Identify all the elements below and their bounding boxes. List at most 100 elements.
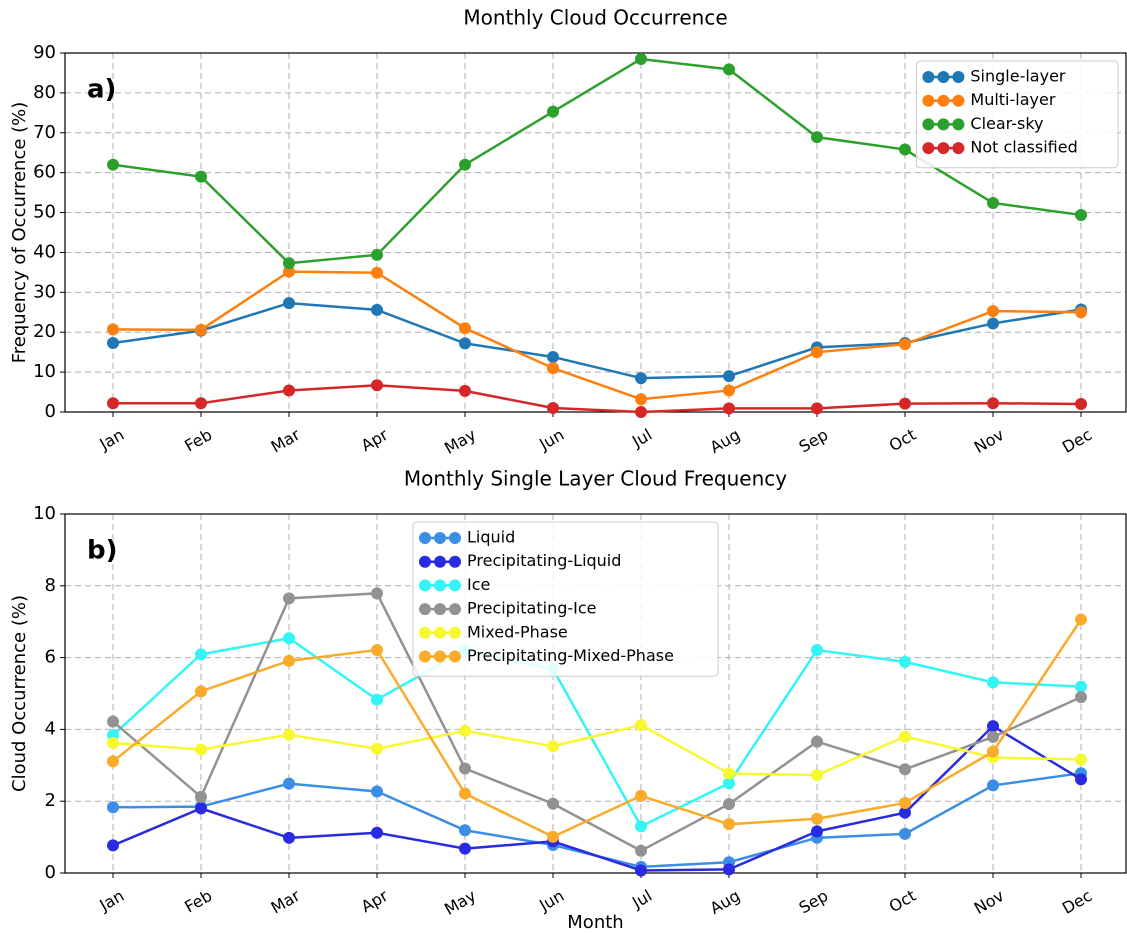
series-line bbox=[112, 592, 1082, 853]
x-tick-label: May bbox=[441, 886, 479, 919]
data-point bbox=[899, 655, 911, 668]
y-tick-label: 90 bbox=[33, 42, 56, 63]
legend-marker bbox=[419, 603, 431, 616]
series-line bbox=[112, 618, 1083, 839]
legend-label: Clear-sky bbox=[970, 114, 1043, 133]
y-tick-label: 4 bbox=[45, 718, 56, 739]
data-point bbox=[107, 839, 119, 852]
legend-label: Precipitating-Mixed-Phase bbox=[467, 646, 674, 665]
data-point bbox=[371, 693, 383, 706]
data-point bbox=[811, 825, 823, 838]
data-point bbox=[195, 323, 207, 336]
data-point bbox=[107, 755, 119, 768]
data-point bbox=[635, 719, 647, 732]
chart-title: Monthly Single Layer Cloud Frequency bbox=[404, 467, 787, 491]
series-line bbox=[112, 301, 1082, 380]
data-point bbox=[107, 737, 119, 750]
y-tick-label: 70 bbox=[33, 122, 56, 143]
x-tick-label: Feb bbox=[181, 886, 215, 917]
data-point bbox=[371, 785, 383, 798]
legend-marker bbox=[434, 650, 446, 663]
data-point bbox=[635, 789, 647, 802]
panel-label: b) bbox=[87, 536, 118, 566]
data-point bbox=[635, 372, 647, 385]
data-point bbox=[459, 384, 471, 397]
legend-label: Multi-layer bbox=[970, 90, 1055, 109]
legend-box bbox=[412, 521, 719, 677]
data-point bbox=[547, 830, 559, 843]
legend-marker bbox=[937, 118, 950, 131]
y-tick-label: 10 bbox=[33, 503, 56, 524]
x-tick-label: Jul bbox=[628, 886, 655, 913]
x-tick-label: Jul bbox=[628, 425, 655, 452]
y-tick-label: 0 bbox=[45, 401, 56, 422]
data-point bbox=[635, 406, 647, 418]
data-point bbox=[195, 790, 207, 803]
data-point bbox=[723, 863, 735, 876]
series-line bbox=[112, 636, 1082, 828]
legend-marker bbox=[922, 94, 935, 107]
legend-box bbox=[915, 60, 1119, 169]
data-point bbox=[283, 777, 295, 790]
x-tick-label: Jan bbox=[96, 886, 128, 915]
data-point bbox=[723, 384, 735, 397]
legend-marker bbox=[937, 71, 950, 83]
data-point bbox=[283, 632, 295, 645]
data-point bbox=[811, 131, 823, 144]
data-point bbox=[283, 654, 295, 667]
x-axis-label: Month bbox=[567, 912, 623, 933]
data-point bbox=[547, 105, 559, 118]
data-point bbox=[371, 826, 383, 839]
data-point bbox=[195, 743, 207, 756]
data-point bbox=[1075, 306, 1087, 319]
x-tick-label: Oct bbox=[886, 886, 919, 916]
data-point bbox=[107, 323, 119, 336]
legend-label: Mixed-Phase bbox=[467, 622, 568, 641]
legend-label: Liquid bbox=[467, 528, 515, 547]
data-point bbox=[283, 592, 295, 605]
data-point bbox=[1075, 208, 1087, 221]
plot-frame bbox=[64, 513, 1127, 874]
data-point bbox=[107, 397, 119, 410]
data-point bbox=[899, 730, 911, 743]
x-tick-label: Jan bbox=[96, 425, 128, 454]
legend-marker bbox=[419, 579, 431, 592]
data-point bbox=[635, 844, 647, 857]
legend-marker bbox=[952, 142, 965, 155]
data-point bbox=[459, 824, 471, 837]
legend-marker bbox=[419, 532, 431, 544]
data-point bbox=[811, 812, 823, 825]
legend-marker bbox=[937, 94, 950, 107]
data-point bbox=[371, 742, 383, 755]
y-tick-label: 20 bbox=[33, 321, 56, 342]
data-point bbox=[723, 777, 735, 790]
y-tick-label: 40 bbox=[33, 241, 56, 262]
legend-marker bbox=[434, 603, 446, 616]
legend-marker bbox=[449, 603, 461, 616]
data-point bbox=[371, 587, 383, 600]
data-point bbox=[459, 787, 471, 800]
data-point bbox=[459, 337, 471, 350]
x-tick-label: Apr bbox=[358, 886, 392, 917]
legend-label: Not classified bbox=[970, 138, 1077, 157]
y-tick-label: 50 bbox=[33, 202, 56, 223]
x-tick-label: Dec bbox=[1059, 886, 1095, 918]
data-point bbox=[899, 763, 911, 776]
data-point bbox=[459, 762, 471, 775]
data-point bbox=[899, 806, 911, 819]
series-line bbox=[112, 723, 1082, 777]
data-point bbox=[1075, 680, 1087, 693]
legend-marker bbox=[419, 555, 431, 568]
legend-marker bbox=[952, 71, 965, 83]
data-point bbox=[723, 818, 735, 831]
data-point bbox=[1075, 753, 1087, 766]
data-point bbox=[1075, 613, 1087, 626]
x-tick-label: Dec bbox=[1059, 425, 1095, 457]
data-point bbox=[459, 842, 471, 855]
y-tick-label: 60 bbox=[33, 162, 56, 183]
data-point bbox=[195, 648, 207, 661]
data-point bbox=[371, 379, 383, 392]
legend-marker bbox=[434, 555, 446, 568]
data-point bbox=[899, 397, 911, 410]
data-point bbox=[107, 715, 119, 728]
